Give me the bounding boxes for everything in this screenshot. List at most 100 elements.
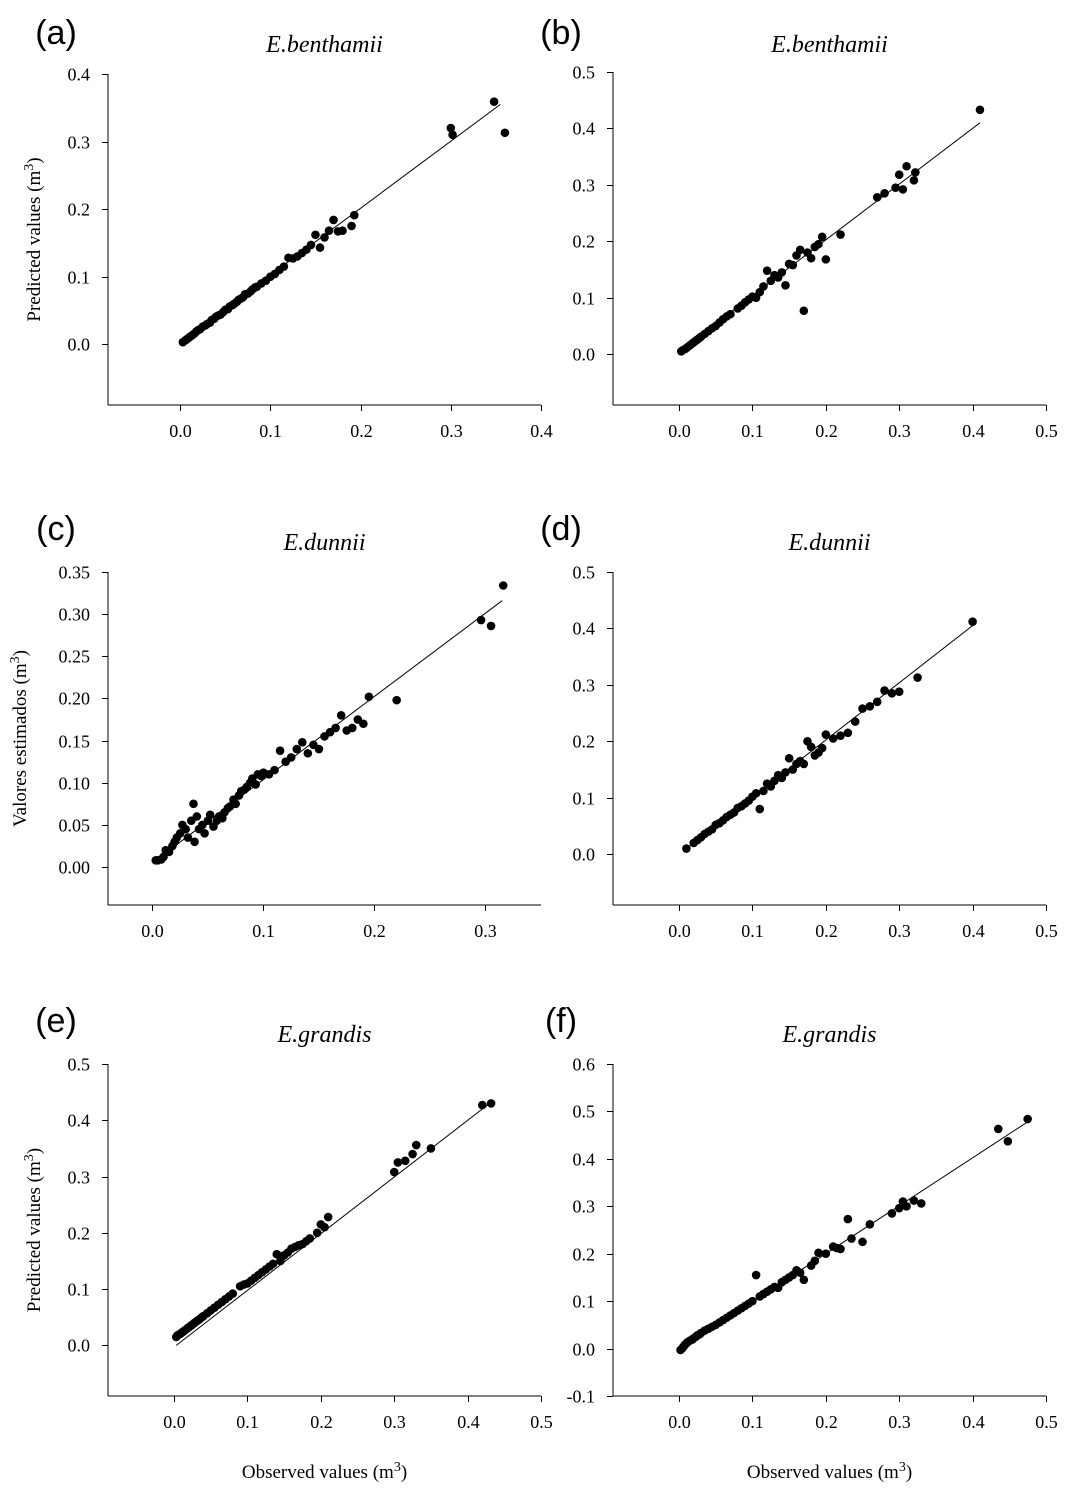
panel-b-data-point xyxy=(799,306,809,316)
panel-f-data-point xyxy=(843,1214,853,1224)
panel-d-y-tick-label: 0.4 xyxy=(573,619,596,639)
panel-b-x-tick-label: 0.4 xyxy=(962,421,985,441)
panel-c-data-point xyxy=(275,746,285,756)
panel-e-data-point xyxy=(268,1259,278,1269)
panel-c-x-tick-label: 0.3 xyxy=(474,921,497,941)
panel-d-data-point xyxy=(843,728,853,738)
panel-b-data-point xyxy=(788,260,798,270)
panel-b-data-point xyxy=(781,281,790,290)
panel-d-data-point xyxy=(799,759,809,769)
panel-f-data-point xyxy=(993,1124,1003,1134)
panel-a-y-tick-label: 0.2 xyxy=(68,200,91,220)
panel-e-x-tick-label: 0.5 xyxy=(530,1412,553,1432)
panel-d-data-point xyxy=(880,686,889,695)
panel-b-data-point xyxy=(814,239,823,249)
panel-b-data-point xyxy=(872,192,882,202)
panel-b-data-point xyxy=(898,185,908,194)
panel-f-data-point xyxy=(748,1296,757,1306)
panel-d-data-point xyxy=(751,788,761,798)
panel-c-data-point xyxy=(189,799,198,809)
panel-c-x-tick-label: 0.2 xyxy=(363,921,386,941)
panel-e-y-axis-label: Predicted values (m3) xyxy=(22,1148,46,1312)
panel-f-data-point xyxy=(814,1248,823,1258)
panel-a-y-tick-label: 0.1 xyxy=(68,268,91,288)
panel-a-data-point xyxy=(347,221,356,231)
panel-d-data-point xyxy=(865,702,875,711)
panel-e-x-axis-label: Observed values (m3) xyxy=(242,1460,407,1484)
panel-d-y-tick-label: 0.2 xyxy=(573,732,596,752)
panel-d-data-point xyxy=(828,734,838,743)
panel-f-y-tick-label: 0.4 xyxy=(573,1150,596,1170)
panel-c-data-point xyxy=(476,615,486,625)
panel-a-x-tick-label: 0.4 xyxy=(530,421,553,441)
panel-f-title: E.grandis xyxy=(781,1022,876,1048)
panel-d-y-tick-label: 0.5 xyxy=(573,563,596,583)
panel-d-data-point xyxy=(759,786,768,796)
panel-e-data-point xyxy=(323,1212,333,1222)
panel-a-data-point xyxy=(311,230,320,240)
panel-f-y-tick-label: -0.1 xyxy=(567,1387,596,1407)
panel-f-x-tick-label: 0.1 xyxy=(741,1412,764,1432)
panel-d-x-tick-label: 0.5 xyxy=(1035,921,1058,941)
panel-e-y-tick-label: 0.4 xyxy=(68,1111,91,1131)
panel-d-data-point xyxy=(806,742,816,752)
panel-f-data-point xyxy=(821,1249,831,1259)
panel-e-x-tick-label: 0.0 xyxy=(163,1412,186,1432)
panel-b-data-point xyxy=(911,168,920,177)
panel-c-data-point xyxy=(486,621,496,631)
panel-d-data-point xyxy=(887,689,897,698)
panel-c-y-tick-label: 0.05 xyxy=(59,816,91,836)
panel-c-data-point xyxy=(498,581,508,590)
panel-b-x-tick-label: 0.3 xyxy=(888,421,911,441)
panel-d-data-point xyxy=(858,704,867,713)
panel-c-data-point xyxy=(200,829,209,838)
panel-c-y-tick-label: 0.30 xyxy=(59,605,91,625)
panel-c-y-tick-label: 0.25 xyxy=(59,647,91,667)
panel-e-data-point xyxy=(411,1140,421,1150)
panel-d-data-point xyxy=(784,753,794,763)
panel-a-data-point xyxy=(315,243,325,252)
panel-e-y-tick-label: 0.1 xyxy=(68,1280,91,1300)
panel-c-data-point xyxy=(192,812,202,821)
panel-b-data-point xyxy=(836,230,845,239)
panel-d-data-point xyxy=(894,687,904,696)
panel-b-data-point xyxy=(894,170,904,180)
panel-d-data-point xyxy=(817,743,827,753)
panel-d-x-tick-label: 0.0 xyxy=(668,921,691,941)
panel-b-x-tick-label: 0.0 xyxy=(668,421,691,441)
panel-a-data-point xyxy=(324,226,334,236)
panel-a-data-point xyxy=(448,130,457,140)
panel-d-x-tick-label: 0.3 xyxy=(888,921,911,941)
panel-f-data-point xyxy=(916,1199,926,1208)
panel-a-y-tick-label: 0.0 xyxy=(68,335,91,355)
panel-c-x-tick-label: 0.0 xyxy=(141,921,164,941)
panel-d-data-point xyxy=(682,844,691,853)
panel-a-x-tick-label: 0.2 xyxy=(350,421,373,441)
panel-f-data-point xyxy=(865,1220,875,1229)
panel-e-x-tick-label: 0.4 xyxy=(457,1412,480,1432)
panel-d-y-tick-label: 0.1 xyxy=(573,789,596,809)
panel-a-y-tick-label: 0.3 xyxy=(68,133,91,153)
panel-e-data-point xyxy=(408,1149,417,1159)
panel-b-data-point xyxy=(909,176,919,185)
panel-e-x-tick-label: 0.3 xyxy=(383,1412,406,1432)
panel-d-data-point xyxy=(850,717,860,726)
panel-c-data-point xyxy=(181,824,191,834)
panel-b-x-tick-label: 0.2 xyxy=(815,421,838,441)
panel-b-data-point xyxy=(902,161,911,171)
panel-e-data-point xyxy=(389,1167,399,1177)
panel-a-data-point xyxy=(489,97,499,106)
panel-a-title: E.benthamii xyxy=(265,32,383,58)
panel-b-data-point xyxy=(891,183,900,193)
panel-e-x-tick-label: 0.1 xyxy=(236,1412,259,1432)
panel-f-x-axis-label: Observed values (m3) xyxy=(747,1460,912,1484)
panel-e-fit-line xyxy=(175,1102,490,1346)
panel-f-y-tick-label: 0.0 xyxy=(573,1340,596,1360)
panel-f-data-point xyxy=(1003,1137,1013,1146)
panel-a-data-point xyxy=(279,262,289,271)
panel-c-data-point xyxy=(364,692,374,702)
panel-f-letter: (f) xyxy=(545,1002,577,1040)
panel-c-data-point xyxy=(183,833,193,842)
